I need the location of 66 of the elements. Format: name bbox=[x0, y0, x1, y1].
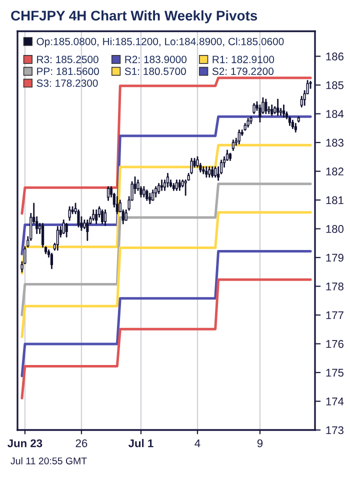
candlestick bbox=[276, 98, 280, 116]
y-tick-label: 173 bbox=[326, 426, 344, 434]
y-tick-label: 174 bbox=[326, 398, 344, 406]
x-tick-label: Jul 1 bbox=[128, 439, 154, 448]
chart-title: CHFJPY 4H Chart With Weekly Pivots bbox=[11, 10, 258, 24]
y-tick-label: 181 bbox=[326, 196, 344, 204]
candlestick bbox=[65, 222, 68, 238]
candlestick bbox=[106, 186, 110, 202]
candlestick bbox=[238, 129, 240, 144]
y-tick-label: 179 bbox=[326, 254, 344, 262]
candlestick bbox=[252, 103, 256, 114]
candlestick bbox=[68, 206, 71, 221]
candlestick bbox=[100, 209, 104, 224]
legend-label: S3: 178.2300 bbox=[36, 79, 98, 87]
y-tick-label: 177 bbox=[326, 311, 344, 320]
candlestick bbox=[270, 104, 274, 116]
y-tick-label: 186 bbox=[326, 52, 344, 60]
candlestick bbox=[158, 182, 160, 194]
candlestick bbox=[95, 209, 98, 224]
candlestick bbox=[175, 179, 178, 191]
candlestick bbox=[50, 252, 54, 270]
candlestick bbox=[154, 186, 158, 198]
candlestick bbox=[208, 166, 211, 178]
legend-label: S2: 179.2200 bbox=[212, 68, 274, 76]
legend-label: S1: 180.5700 bbox=[124, 68, 186, 76]
y-tick-label: 176 bbox=[326, 340, 344, 348]
candlestick bbox=[211, 166, 214, 178]
legend-label: R1: 182.9100 bbox=[212, 56, 274, 64]
y-tick-label: 178 bbox=[326, 282, 344, 290]
y-tick-label: 175 bbox=[326, 368, 344, 377]
legend-label: R2: 183.9000 bbox=[125, 56, 187, 64]
legend-label: Op:185.0800, Hi:185.1200, Lo:184.8900, Cl:185.0600 bbox=[36, 38, 284, 48]
candlestick bbox=[104, 209, 107, 226]
candlestick bbox=[205, 166, 208, 178]
candlestick bbox=[86, 219, 89, 241]
candlestick bbox=[56, 226, 59, 251]
candlestick bbox=[214, 166, 217, 178]
legend-label: R3: 185.2500 bbox=[37, 56, 98, 64]
x-tick-label: 4 bbox=[194, 439, 200, 448]
line-series bbox=[20, 76, 312, 215]
candlestick bbox=[232, 140, 234, 151]
text: Jul 11 20:55 GMT bbox=[10, 457, 87, 464]
line-series bbox=[20, 250, 312, 378]
candlestick bbox=[282, 104, 286, 118]
candlestick bbox=[264, 98, 268, 114]
legend-label: PP: 181.5600 bbox=[37, 68, 99, 76]
candlestick bbox=[142, 186, 146, 198]
candlestick bbox=[92, 209, 95, 221]
x-tick-label: Jun 23 bbox=[8, 439, 42, 448]
line-series bbox=[20, 278, 312, 400]
candlestick bbox=[178, 179, 181, 191]
y-tick-label: 183 bbox=[326, 138, 344, 147]
candlestick bbox=[160, 179, 164, 191]
x-tick-label: 26 bbox=[76, 439, 88, 448]
y-tick-label: 182 bbox=[326, 168, 344, 176]
candlestick bbox=[166, 172, 170, 188]
y-tick-label: 180 bbox=[326, 225, 344, 233]
line-series bbox=[20, 182, 312, 316]
candlestick bbox=[146, 190, 148, 202]
x-tick-label: 9 bbox=[257, 439, 263, 448]
candlestick bbox=[62, 219, 65, 234]
candlestick bbox=[116, 196, 118, 214]
candlestick bbox=[152, 190, 154, 202]
y-tick-label: 184 bbox=[326, 110, 344, 118]
candlestick bbox=[148, 192, 152, 204]
y-tick-label: 185 bbox=[326, 81, 344, 90]
